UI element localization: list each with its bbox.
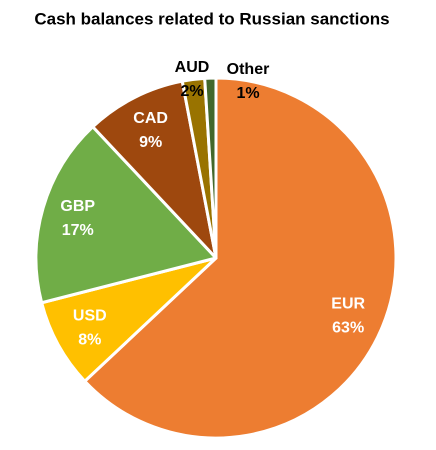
slice-category: CAD — [133, 110, 168, 127]
slice-value: 17% — [62, 222, 94, 239]
pie-slice — [34, 125, 218, 305]
slice-value: 8% — [78, 332, 101, 349]
slice-value: 2% — [180, 83, 203, 100]
slice-category: EUR — [331, 295, 365, 312]
slice-value: 1% — [236, 85, 259, 102]
slice-value: 63% — [332, 319, 364, 336]
slice-category: AUD — [175, 59, 210, 76]
slice-category: Other — [227, 61, 270, 78]
pie-slice — [91, 79, 218, 260]
pie-slice — [203, 76, 218, 260]
chart-title: Cash balances related to Russian sanctio… — [34, 9, 389, 28]
slice-value: 9% — [139, 134, 162, 151]
pie-slice — [83, 76, 398, 440]
pie-slice — [40, 256, 218, 383]
slice-category: USD — [73, 308, 107, 325]
slice-category: GBP — [60, 198, 95, 215]
